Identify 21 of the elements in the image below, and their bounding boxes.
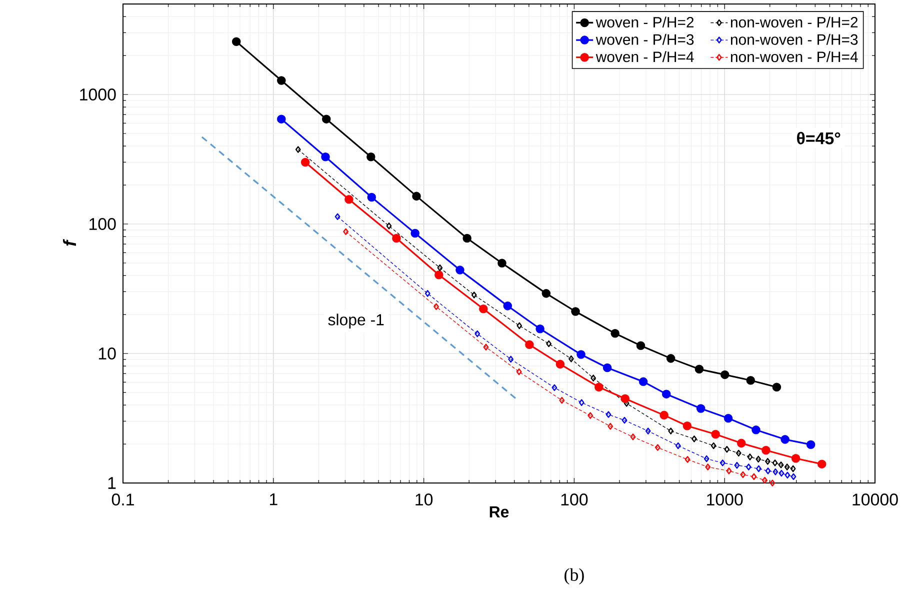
y-tick-label: 10 — [98, 348, 116, 360]
y-tick-label: 100 — [90, 218, 116, 230]
annotation: slope -1 — [328, 314, 384, 329]
legend-label: non-woven - P/H=3 — [730, 34, 858, 45]
x-tick-label: 1000 — [707, 494, 743, 506]
y-tick-label: 1 — [108, 477, 116, 489]
text: (b) — [564, 568, 584, 585]
x-tick-label: 1 — [270, 494, 278, 506]
legend-label: non-woven - P/H=4 — [730, 51, 858, 62]
legend-label: woven - P/H=2 — [596, 16, 694, 28]
x-tick-label: 10000 — [852, 494, 898, 506]
y-tick-label: 1000 — [80, 88, 116, 101]
legend-label: woven - P/H=4 — [596, 51, 694, 62]
x-axis-title: Re — [490, 506, 509, 518]
x-tick-label: 100 — [561, 494, 588, 506]
annotation: θ=45° — [797, 132, 840, 144]
legend-label: woven - P/H=3 — [596, 34, 694, 45]
x-tick-label: 0.1 — [112, 494, 134, 506]
legend-label: non-woven - P/H=2 — [730, 16, 858, 28]
y-axis-title: f — [62, 239, 76, 246]
x-tick-label: 10 — [416, 494, 433, 506]
